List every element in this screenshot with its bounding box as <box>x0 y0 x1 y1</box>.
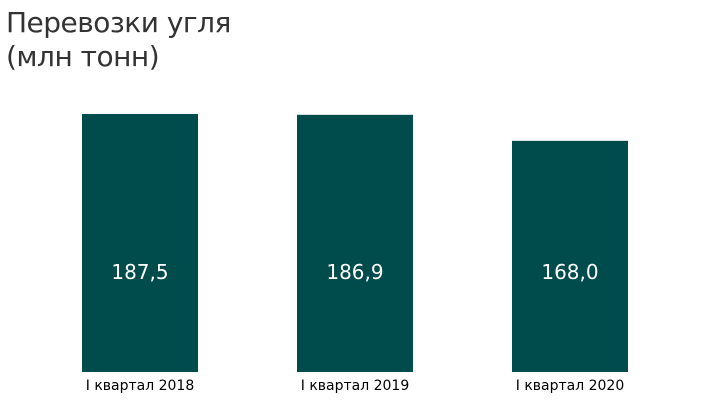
bar-1 <box>82 114 198 372</box>
bar-value-label-3: 168,0 <box>541 260 598 284</box>
bar-value-label-2: 186,9 <box>326 260 383 284</box>
bar-3 <box>512 140 628 372</box>
chart-title: Перевозки угля (млн тонн) <box>6 6 231 74</box>
bar-value-label-1: 187,5 <box>111 260 168 284</box>
chart-title-line-2: (млн тонн) <box>6 40 160 73</box>
x-tick-label-2: I квартал 2019 <box>301 378 410 394</box>
x-tick-label-1: I квартал 2018 <box>86 378 195 394</box>
bar-2 <box>297 114 413 373</box>
x-tick-label-3: I квартал 2020 <box>516 378 625 394</box>
chart-title-line-1: Перевозки угля <box>6 6 231 39</box>
